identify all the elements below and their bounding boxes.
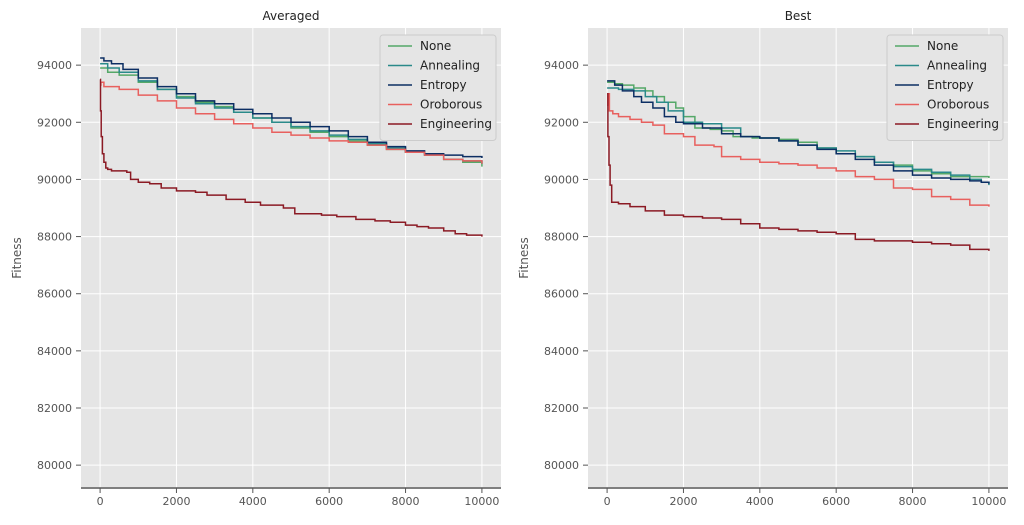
legend-label: Engineering [420,117,492,131]
legend-label: Annealing [420,59,480,73]
series-line-entropy [100,57,483,158]
y-tick-label: 84000 [544,345,579,358]
y-tick-label: 88000 [37,231,72,244]
x-tick-label: 0 [97,495,104,508]
y-tick-label: 90000 [544,173,579,186]
y-tick-label: 92000 [544,116,579,129]
x-tick-label: 6000 [315,495,343,508]
series-line-oroborous [607,92,990,207]
x-tick-label: 10000 [464,495,499,508]
x-tick-label: 2000 [669,495,697,508]
x-tick-label: 2000 [162,495,190,508]
y-tick-label: 86000 [544,288,579,301]
y-tick-label: 90000 [37,173,72,186]
x-tick-label: 4000 [746,495,774,508]
x-tick-label: 8000 [899,495,927,508]
averaged-chart: 0 2000 4000 6000 8000 10000 80000 82000 84000 86… [10,9,501,508]
x-tick-label: 8000 [392,495,420,508]
series-line-oroborous [100,81,483,164]
y-tick-label: 86000 [37,288,72,301]
legend-label: Entropy [927,78,974,92]
x-tick-label: 10000 [971,495,1006,508]
y-tick-label: 92000 [37,116,72,129]
x-tick-label: 4000 [239,495,267,508]
legend-label: None [927,39,958,53]
y-axis-label: Fitness [517,237,531,279]
x-tick-label: 0 [604,495,611,508]
y-tick-label: 94000 [37,59,72,72]
y-tick-label: 82000 [544,402,579,415]
chart-title: Averaged [263,9,320,23]
y-tick-label: 94000 [544,59,579,72]
x-tick-labels: 0 2000 4000 6000 8000 10000 [604,488,1006,508]
legend-label: Annealing [927,59,987,73]
series-lines [607,80,990,251]
series-line-engineering [99,78,483,237]
legend-label: Entropy [420,78,467,92]
x-tick-labels: 0 2000 4000 6000 8000 10000 [97,488,499,508]
legend: None Annealing Entropy Oroborous Engineering [886,34,1004,141]
legend: None Annealing Entropy Oroborous Engineering [379,34,497,141]
y-tick-label: 80000 [544,459,579,472]
series-lines [99,57,483,237]
legend-box [379,34,497,141]
y-tick-labels: 80000 82000 84000 86000 88000 90000 92000 94000 [37,59,81,472]
legend-label: Engineering [927,117,999,131]
y-tick-label: 88000 [544,231,579,244]
y-tick-label: 82000 [37,402,72,415]
y-tick-label: 84000 [37,345,72,358]
legend-label: Oroborous [927,98,989,112]
legend-box [886,34,1004,141]
legend-label: Oroborous [420,98,482,112]
y-tick-label: 80000 [37,459,72,472]
y-axis-label: Fitness [10,237,24,279]
x-tick-label: 6000 [822,495,850,508]
best-chart: 0 2000 4000 6000 8000 10000 80000 82000 84000 86… [517,9,1008,508]
series-line-engineering [607,92,990,251]
legend-label: None [420,39,451,53]
y-tick-labels: 80000 82000 84000 86000 88000 90000 92000 94000 [544,59,588,472]
series-line-entropy [607,80,990,184]
chart-title: Best [785,9,812,23]
